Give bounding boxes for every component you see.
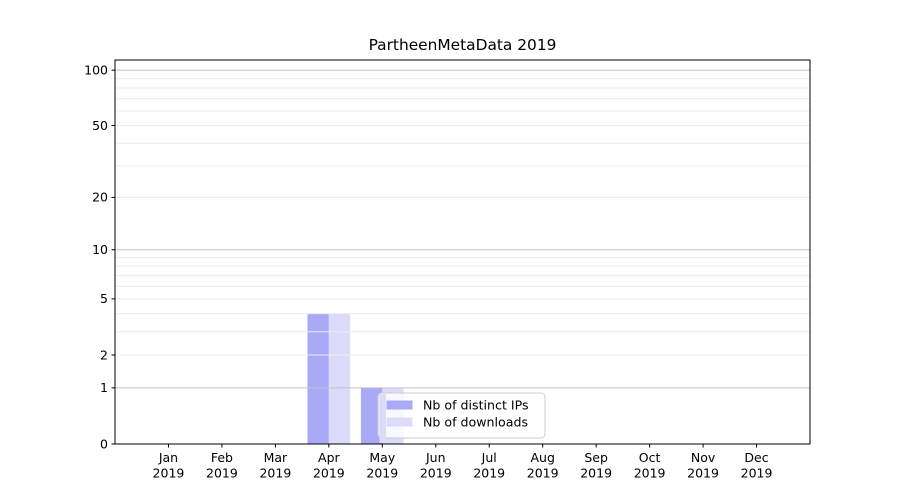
y-tick-label: 50 bbox=[92, 118, 108, 133]
x-tick-label-year: 2019 bbox=[259, 466, 291, 481]
y-tick-label: 1 bbox=[100, 380, 108, 395]
x-tick-label-year: 2019 bbox=[741, 466, 773, 481]
x-tick-label-month: Apr bbox=[318, 450, 340, 465]
bar-downloads-may-through-legend bbox=[379, 393, 386, 443]
y-tick-label: 10 bbox=[92, 242, 108, 257]
bar-distinct-ips-may bbox=[360, 387, 383, 444]
x-tick-label-month: Jul bbox=[481, 450, 497, 465]
x-tick-label-year: 2019 bbox=[634, 466, 666, 481]
y-tick-label: 100 bbox=[84, 62, 108, 77]
x-tick-label-month: Aug bbox=[530, 450, 554, 465]
y-tick-label: 2 bbox=[100, 347, 108, 362]
x-tick-label-month: May bbox=[369, 450, 395, 465]
bar-downloads-apr bbox=[328, 313, 351, 444]
x-tick-label-year: 2019 bbox=[366, 466, 398, 481]
x-tick-label-month: Dec bbox=[744, 450, 768, 465]
x-tick-label-month: Nov bbox=[691, 450, 716, 465]
x-tick-label-month: Feb bbox=[211, 450, 233, 465]
x-tick-label-year: 2019 bbox=[580, 466, 612, 481]
x-tick-label-month: Jan bbox=[158, 450, 178, 465]
x-tick-label-month: Mar bbox=[264, 450, 288, 465]
legend-frame bbox=[377, 392, 546, 439]
chart-title: PartheenMetaData 2019 bbox=[368, 36, 557, 54]
legend-label-downloads: Nb of downloads bbox=[423, 415, 528, 430]
x-tick-label-year: 2019 bbox=[527, 466, 559, 481]
legend-swatch-distinct-ips bbox=[386, 400, 413, 410]
x-tick-label-year: 2019 bbox=[313, 466, 345, 481]
x-tick-label-year: 2019 bbox=[687, 466, 719, 481]
x-tick-label-year: 2019 bbox=[153, 466, 185, 481]
x-tick-label-year: 2019 bbox=[420, 466, 452, 481]
x-tick-label-month: Sep bbox=[584, 450, 608, 465]
y-tick-label: 5 bbox=[100, 291, 108, 306]
legend-label-distinct-ips: Nb of distinct IPs bbox=[423, 398, 529, 413]
x-tick-label-year: 2019 bbox=[473, 466, 505, 481]
y-tick-label: 20 bbox=[92, 190, 108, 205]
y-tick-label: 0 bbox=[100, 436, 108, 451]
x-tick-label-month: Oct bbox=[639, 450, 661, 465]
bar-distinct-ips-apr bbox=[307, 313, 329, 444]
x-tick-label-year: 2019 bbox=[206, 466, 238, 481]
legend-swatch-downloads bbox=[386, 417, 413, 427]
plot-border bbox=[114, 59, 811, 445]
x-tick-label-month: Jun bbox=[425, 450, 446, 465]
